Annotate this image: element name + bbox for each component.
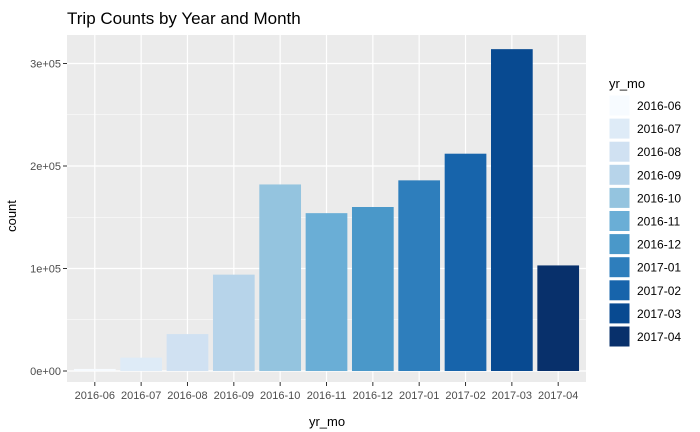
bar-2016-06	[73, 368, 116, 371]
x-tick-label: 2016-10	[260, 390, 300, 402]
legend-key	[608, 325, 631, 348]
legend-key	[608, 279, 631, 302]
x-tick-label: 2016-11	[307, 390, 347, 402]
x-tick-label: 2016-08	[167, 390, 207, 402]
legend-label: 2016-11	[637, 215, 680, 229]
legend-label: 2017-02	[637, 284, 681, 298]
y-tick-label: 3e+05	[30, 59, 61, 71]
legend-label: 2016-12	[637, 238, 681, 252]
legend-key	[608, 117, 631, 140]
y-axis: 0e+00 1e+05 2e+05 3e+05	[30, 59, 67, 378]
legend-label: 2016-07	[637, 122, 681, 136]
x-tick-label: 2017-01	[399, 390, 439, 402]
x-tick-label: 2017-03	[492, 390, 532, 402]
x-tick-label: 2016-12	[353, 390, 393, 402]
x-tick-label: 2016-09	[214, 390, 254, 402]
x-axis-title: yr_mo	[309, 414, 345, 429]
legend-key	[608, 140, 631, 163]
legend-label: 2016-06	[637, 99, 681, 113]
bar-2017-02	[444, 153, 487, 371]
y-tick-label: 1e+05	[30, 264, 61, 276]
legend-label: 2017-03	[637, 307, 681, 321]
x-tick-label: 2017-02	[445, 390, 485, 402]
bar-2017-03	[491, 49, 533, 372]
chart-title: Trip Counts by Year and Month	[67, 9, 301, 28]
legend-title: yr_mo	[609, 76, 645, 91]
bar-2016-11	[305, 213, 348, 371]
bar-2016-07	[120, 357, 162, 371]
legend-key	[608, 233, 631, 256]
bar-2016-10	[259, 184, 302, 371]
bar-2017-01	[398, 180, 441, 371]
legend-label: 2016-10	[637, 191, 681, 205]
legend-key	[608, 210, 631, 232]
legend-label: 2016-09	[637, 168, 681, 182]
bar-2017-04	[537, 265, 580, 371]
legend-key	[608, 163, 631, 186]
bar-2016-09	[212, 274, 255, 371]
y-tick-label: 0e+00	[30, 366, 61, 378]
legend: yr_mo 2016-06 2016-07 2016-08 2016-09 2016-1…	[608, 76, 681, 348]
legend-key	[608, 256, 631, 279]
y-axis-title: count	[4, 200, 19, 232]
legend-label: 2017-01	[637, 261, 681, 275]
y-tick-label: 2e+05	[30, 161, 61, 173]
legend-label: 2016-08	[637, 145, 681, 159]
x-tick-label: 2016-06	[75, 390, 115, 402]
x-axis: 2016-06 2016-07 2016-08 2016-09 2016-10 2016-…	[75, 382, 578, 402]
bar-2016-12	[351, 207, 394, 371]
bar-2016-08	[166, 334, 209, 371]
x-tick-label: 2017-04	[538, 390, 578, 402]
legend-key	[608, 302, 631, 325]
legend-label: 2017-04	[637, 330, 681, 344]
legend-key	[608, 186, 631, 209]
legend-key	[608, 94, 631, 117]
x-tick-label: 2016-07	[121, 390, 161, 402]
bars	[73, 49, 580, 372]
